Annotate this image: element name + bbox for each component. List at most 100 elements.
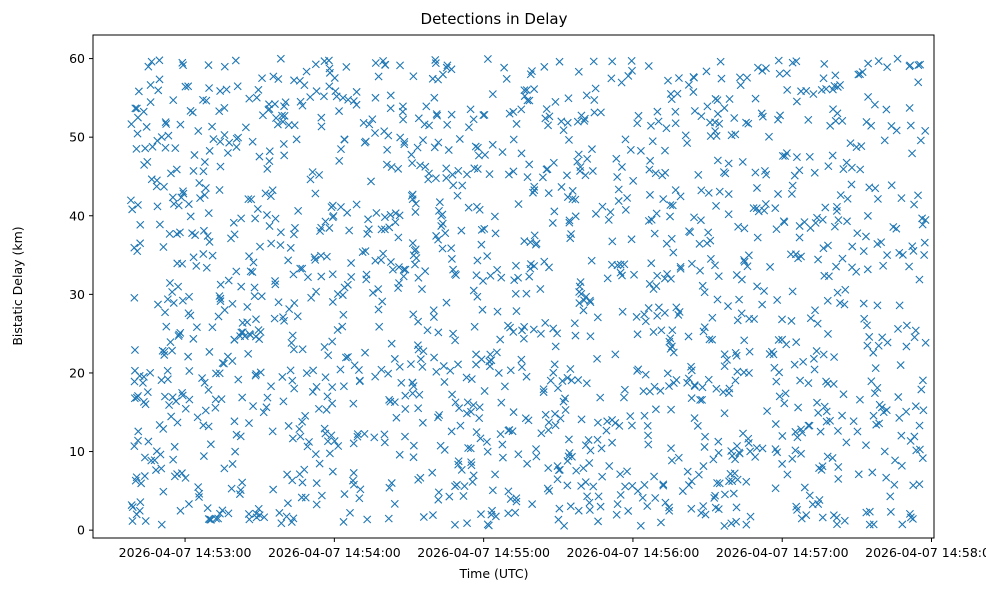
data-point [419,136,428,145]
data-point [532,445,541,454]
data-point [322,405,331,414]
data-point [787,316,796,325]
data-point [780,399,789,408]
data-point [916,136,925,145]
data-point [517,105,526,114]
data-point [554,515,563,524]
data-point [617,162,626,171]
data-point [177,193,186,202]
data-point [261,189,270,198]
data-point [708,335,717,344]
data-point [864,92,873,101]
data-point [753,63,762,72]
data-point [455,134,464,143]
data-point [541,318,550,327]
data-point [161,118,170,127]
data-point [467,407,475,416]
data-point [349,399,358,408]
data-point [327,203,336,212]
data-point [544,121,553,130]
data-point [911,402,920,411]
data-point [626,145,635,154]
data-point [157,133,166,142]
data-point [689,88,698,97]
data-point [462,170,471,179]
data-point [542,105,551,114]
data-point [418,362,427,371]
data-point [230,335,239,344]
data-point [843,217,852,226]
data-point [220,62,229,71]
data-point [541,410,550,419]
data-point [613,500,622,509]
data-point [232,267,241,276]
data-point [486,271,495,280]
data-point [648,137,657,146]
data-point [414,317,423,326]
data-point [274,298,283,307]
data-point [352,200,361,209]
data-point [643,421,652,430]
y-tick-label: 0 [77,523,85,538]
data-point [409,72,418,81]
data-point [254,85,263,94]
data-point [687,362,696,371]
data-point [574,506,583,515]
data-point [646,156,655,165]
data-point [288,331,297,340]
data-point [288,376,297,385]
data-point [819,244,828,253]
data-point [546,376,555,385]
data-point [847,163,856,172]
data-point [212,514,221,523]
data-point [496,335,505,344]
data-point [146,81,155,90]
data-point [207,515,216,524]
data-point [254,504,263,513]
data-point [644,62,653,70]
data-point [627,235,636,244]
data-point [684,80,693,89]
data-point [571,331,580,340]
data-point [268,427,277,436]
data-point [355,494,364,503]
data-point [276,228,285,237]
data-point [525,96,534,105]
data-point [627,421,636,430]
data-point [498,440,507,449]
data-point [368,288,377,297]
data-point [541,114,550,123]
data-point [724,210,733,219]
data-point [368,115,377,124]
data-point [891,456,900,465]
data-point [471,142,480,151]
data-point [919,406,928,415]
data-point [189,334,198,343]
data-point [643,502,652,511]
data-point [579,464,588,473]
data-point [596,108,605,117]
data-point [216,162,225,171]
data-point [819,74,828,83]
data-point [386,104,395,113]
data-point [702,67,711,76]
data-point [728,477,737,486]
data-point [629,176,638,185]
data-point [229,218,238,227]
data-point [157,464,166,473]
data-point [659,481,668,490]
data-point [205,347,214,356]
data-point [918,454,927,463]
data-point [262,403,271,412]
data-point [466,444,475,453]
data-point [255,152,264,161]
data-point [563,373,572,382]
data-point [472,271,481,280]
data-point [237,214,246,223]
data-point [764,132,773,141]
data-point [143,157,152,166]
data-point [308,387,317,396]
data-point [298,345,307,354]
data-point [882,406,891,415]
data-point [717,74,726,83]
